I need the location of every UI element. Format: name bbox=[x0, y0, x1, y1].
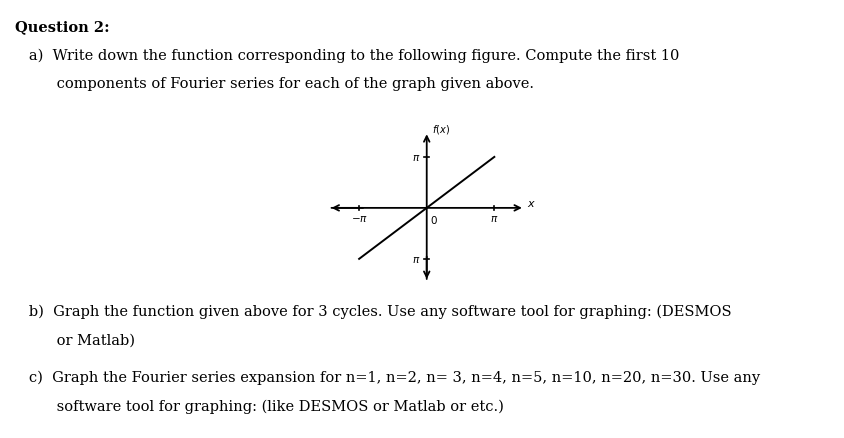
Text: $-\pi$: $-\pi$ bbox=[350, 213, 367, 223]
Text: $x$: $x$ bbox=[526, 198, 535, 208]
Text: components of Fourier series for each of the graph given above.: components of Fourier series for each of… bbox=[15, 77, 533, 91]
Text: $0$: $0$ bbox=[429, 213, 437, 226]
Text: $\pi$: $\pi$ bbox=[411, 152, 419, 162]
Text: a)  Write down the function corresponding to the following figure. Compute the f: a) Write down the function corresponding… bbox=[15, 48, 679, 63]
Text: $\pi$: $\pi$ bbox=[490, 213, 498, 223]
Text: c)  Graph the Fourier series expansion for n=1, n=2, n= 3, n=4, n=5, n=10, n=20,: c) Graph the Fourier series expansion fo… bbox=[15, 370, 760, 385]
Text: b)  Graph the function given above for 3 cycles. Use any software tool for graph: b) Graph the function given above for 3 … bbox=[15, 304, 731, 319]
Text: $f(x)$: $f(x)$ bbox=[431, 123, 450, 136]
Text: software tool for graphing: (like DESMOS or Matlab or etc.): software tool for graphing: (like DESMOS… bbox=[15, 399, 504, 413]
Text: Question 2:: Question 2: bbox=[15, 20, 110, 34]
Text: $\pi$: $\pi$ bbox=[411, 254, 419, 264]
Text: or Matlab): or Matlab) bbox=[15, 333, 135, 347]
